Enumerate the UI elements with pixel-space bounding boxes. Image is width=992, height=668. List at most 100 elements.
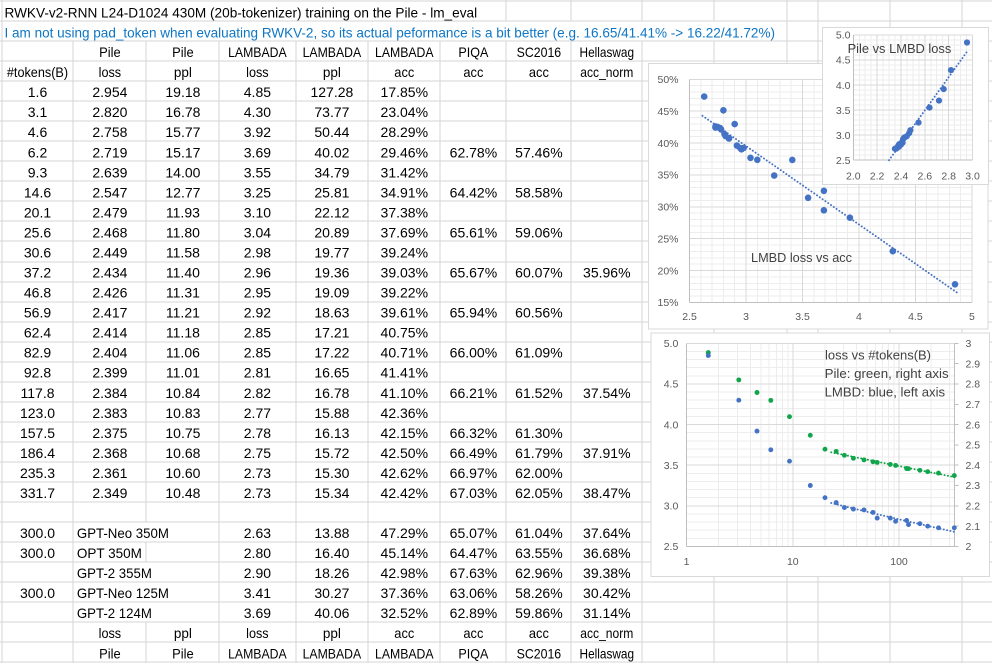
svg-text:2.85: 2.85 [244, 345, 271, 361]
svg-text:66.00%: 66.00% [450, 345, 497, 361]
svg-text:66.97%: 66.97% [450, 465, 497, 481]
svg-text:2.349: 2.349 [92, 485, 127, 501]
svg-text:19.77: 19.77 [314, 245, 349, 261]
svg-text:2.434: 2.434 [92, 265, 127, 281]
svg-text:GPT-2 124M: GPT-2 124M [77, 605, 152, 621]
svg-text:PIQA: PIQA [458, 645, 489, 661]
svg-text:34.91%: 34.91% [381, 184, 428, 200]
svg-text:12.77: 12.77 [165, 184, 200, 200]
svg-text:61.04%: 61.04% [515, 525, 562, 541]
svg-text:45.14%: 45.14% [381, 545, 428, 561]
svg-text:2.8: 2.8 [941, 170, 956, 182]
svg-text:50%: 50% [657, 74, 678, 86]
svg-text:58.58%: 58.58% [515, 184, 562, 200]
svg-text:42.15%: 42.15% [381, 425, 428, 441]
svg-text:62.05%: 62.05% [515, 485, 562, 501]
svg-text:4.5: 4.5 [664, 379, 679, 391]
svg-text:16.40: 16.40 [314, 545, 349, 561]
svg-text:73.77: 73.77 [314, 104, 349, 120]
svg-text:2.95: 2.95 [244, 285, 271, 301]
svg-text:2.63: 2.63 [244, 525, 271, 541]
svg-text:3.41: 3.41 [244, 585, 271, 601]
svg-text:4.6: 4.6 [28, 124, 48, 140]
svg-text:acc: acc [463, 64, 483, 80]
svg-text:65.61%: 65.61% [450, 224, 497, 240]
svg-text:Pile vs LMBD loss: Pile vs LMBD loss [848, 41, 952, 56]
svg-text:2.90: 2.90 [244, 565, 271, 581]
svg-text:Pile: Pile [99, 645, 121, 661]
svg-text:2.758: 2.758 [92, 124, 127, 140]
svg-text:15.72: 15.72 [314, 445, 349, 461]
svg-text:37.64%: 37.64% [583, 525, 630, 541]
svg-text:18.26: 18.26 [314, 565, 349, 581]
svg-text:5.0: 5.0 [664, 338, 679, 350]
svg-text:58.26%: 58.26% [515, 585, 562, 601]
svg-text:62.78%: 62.78% [450, 144, 497, 160]
svg-text:2.547: 2.547 [92, 184, 127, 200]
svg-text:2.954: 2.954 [92, 84, 127, 100]
svg-text:2.96: 2.96 [244, 265, 271, 281]
svg-text:65.67%: 65.67% [450, 265, 497, 281]
svg-text:2.399: 2.399 [92, 365, 127, 381]
svg-text:92.8: 92.8 [24, 365, 51, 381]
svg-text:59.86%: 59.86% [515, 605, 562, 621]
svg-text:4.0: 4.0 [664, 419, 679, 431]
svg-text:10.84: 10.84 [165, 385, 200, 401]
svg-text:62.96%: 62.96% [515, 565, 562, 581]
svg-text:31.42%: 31.42% [381, 164, 428, 180]
svg-text:300.0: 300.0 [20, 525, 55, 541]
svg-text:63.55%: 63.55% [515, 545, 562, 561]
svg-text:acc: acc [529, 625, 549, 641]
svg-text:GPT-Neo 125M: GPT-Neo 125M [77, 585, 169, 601]
svg-text:PIQA: PIQA [458, 44, 489, 60]
svg-text:39.03%: 39.03% [381, 265, 428, 281]
svg-text:4.0: 4.0 [836, 80, 851, 92]
svg-text:3.5: 3.5 [664, 460, 679, 472]
svg-text:2: 2 [966, 541, 972, 553]
svg-text:62.89%: 62.89% [450, 605, 497, 621]
svg-text:64.42%: 64.42% [450, 184, 497, 200]
svg-text:61.52%: 61.52% [515, 385, 562, 401]
svg-text:2.383: 2.383 [92, 405, 127, 421]
svg-text:4.5: 4.5 [908, 311, 923, 323]
svg-text:2.8: 2.8 [966, 379, 981, 391]
svg-text:2.73: 2.73 [244, 465, 271, 481]
svg-text:10: 10 [787, 556, 799, 568]
svg-text:3.1: 3.1 [28, 104, 48, 120]
svg-text:Hellaswag: Hellaswag [580, 645, 635, 661]
svg-text:66.49%: 66.49% [450, 445, 497, 461]
svg-text:16.78: 16.78 [314, 385, 349, 401]
svg-text:3.69: 3.69 [244, 605, 271, 621]
svg-text:Pile: Pile [172, 645, 194, 661]
svg-text:4: 4 [856, 311, 862, 323]
svg-text:25.6: 25.6 [24, 224, 51, 240]
svg-text:17.85%: 17.85% [381, 84, 428, 100]
svg-text:LAMBADA: LAMBADA [303, 645, 362, 661]
svg-text:2.75: 2.75 [244, 445, 271, 461]
svg-text:2.9: 2.9 [966, 358, 981, 370]
svg-text:16.65: 16.65 [314, 365, 349, 381]
svg-text:2.719: 2.719 [92, 144, 127, 160]
svg-text:ppl: ppl [323, 625, 341, 641]
svg-text:LAMBADA: LAMBADA [228, 645, 287, 661]
svg-text:36.68%: 36.68% [583, 545, 630, 561]
svg-text:2.2: 2.2 [966, 501, 981, 513]
svg-text:123.0: 123.0 [20, 405, 55, 421]
svg-text:ppl: ppl [174, 64, 192, 80]
svg-text:2.639: 2.639 [92, 164, 127, 180]
svg-text:1.6: 1.6 [28, 84, 48, 100]
svg-text:40.71%: 40.71% [381, 345, 428, 361]
svg-text:3: 3 [743, 311, 749, 323]
svg-text:37.2: 37.2 [24, 265, 51, 281]
svg-text:40.02: 40.02 [314, 144, 349, 160]
svg-text:GPT-Neo 350M: GPT-Neo 350M [77, 525, 169, 541]
svg-text:62.00%: 62.00% [515, 465, 562, 481]
svg-text:40.06: 40.06 [314, 605, 349, 621]
svg-text:2.361: 2.361 [92, 465, 127, 481]
svg-text:3: 3 [966, 338, 972, 350]
svg-text:2.820: 2.820 [92, 104, 127, 120]
svg-text:37.54%: 37.54% [583, 385, 630, 401]
svg-text:14.00: 14.00 [165, 164, 200, 180]
svg-text:40.75%: 40.75% [381, 325, 428, 341]
svg-text:2.73: 2.73 [244, 485, 271, 501]
